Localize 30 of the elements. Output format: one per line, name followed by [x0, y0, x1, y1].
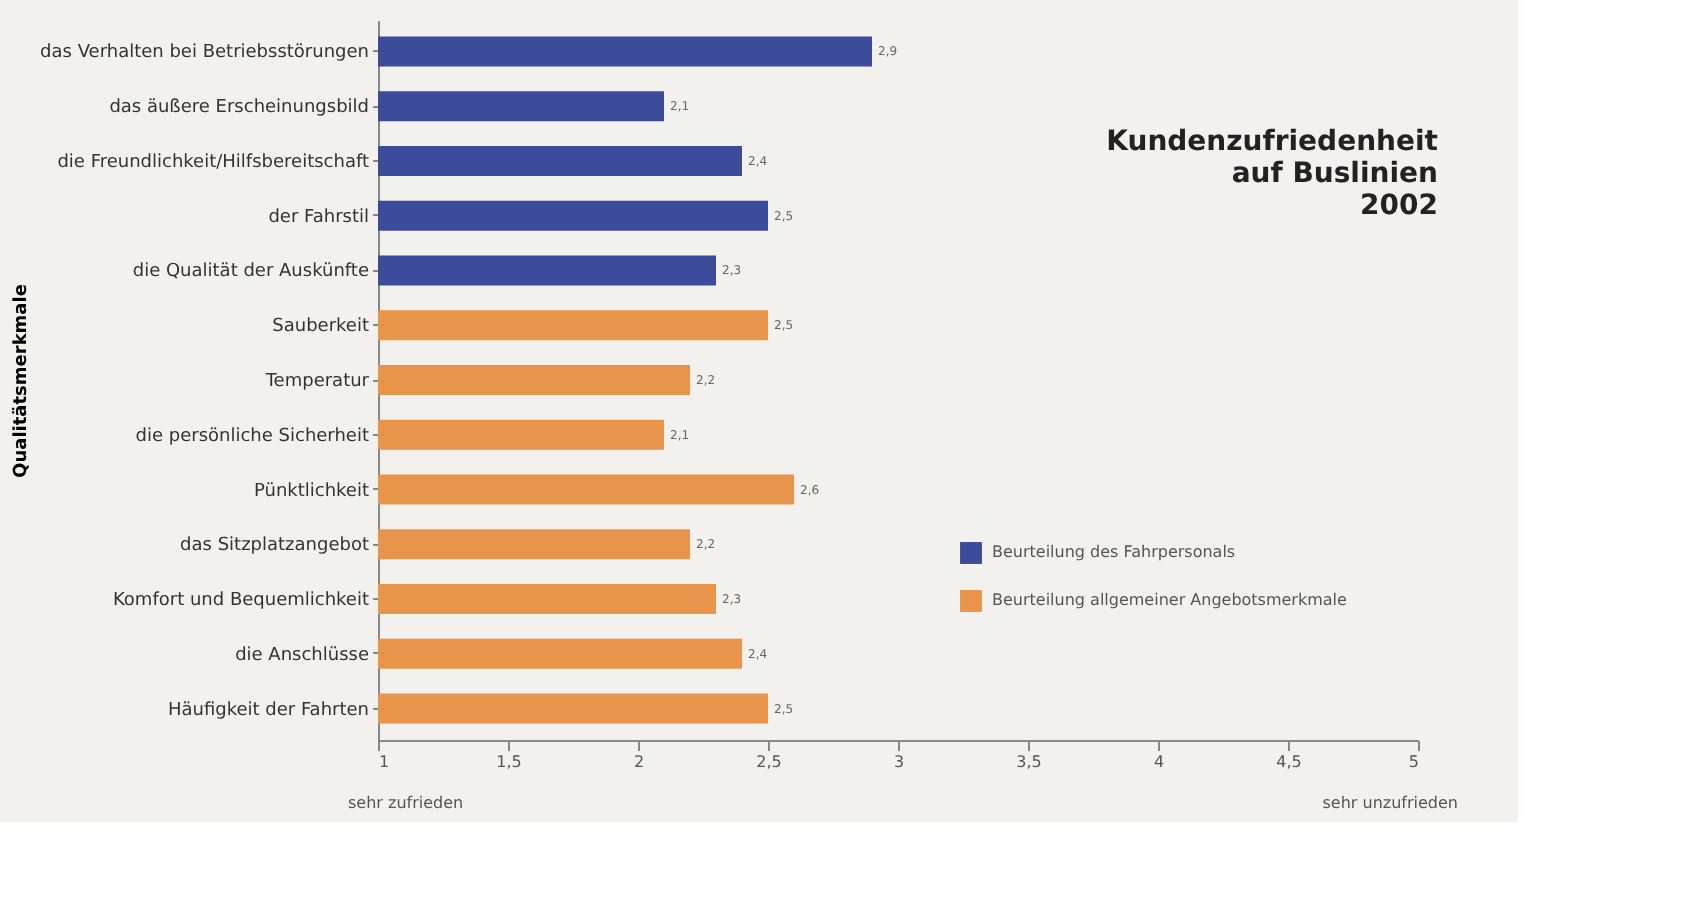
y-tick-label: die Qualität der Auskünfte	[132, 262, 370, 283]
text: 2002	[1360, 190, 1438, 222]
y-tick-label: das äußere Erscheinungsbild	[109, 98, 369, 119]
y-tick-label: der Fahrstil	[268, 207, 369, 228]
x-tick-label: 2,5	[756, 753, 782, 771]
x-tick-label: 5	[1408, 753, 1419, 771]
y-tick-label: die Anschlüsse	[235, 645, 370, 666]
legend-label: Beurteilung des Fahrpersonals	[992, 543, 1236, 561]
y-tick-label: Komfort und Bequemlichkeit	[112, 591, 370, 612]
x-tick-label: 4	[1153, 753, 1165, 771]
legend-label: Beurteilung allgemeiner Angebotsmerkmale	[992, 591, 1348, 609]
y-tick-label: das Verhalten bei Betriebsstörungen	[40, 43, 369, 64]
x-tick-label: 3,5	[1016, 753, 1042, 771]
y-tick-label: Häufigkeit der Fahrten	[167, 700, 369, 721]
x-tick-label: 1,5	[496, 753, 522, 771]
y-tick-label: Temperatur	[263, 372, 370, 392]
x-tick-label: 4,5	[1276, 753, 1302, 771]
text: sehr unzufrieden	[1322, 794, 1458, 812]
text: auf Buslinien	[1231, 158, 1438, 190]
x-tick-label: 1	[379, 753, 390, 771]
text: Kundenzufriedenheit	[1106, 126, 1438, 158]
y-tick-label: Sauberkeit	[272, 317, 370, 338]
y-tick-label: das Sitzplatzangebot	[180, 536, 370, 557]
y-tick-label: die Freundlichkeit/Hilfsbereitschaft	[57, 152, 370, 173]
text: sehr zufrieden	[348, 794, 464, 812]
y-tick-label: die persönliche Sicherheit	[135, 426, 370, 447]
y-tick-label: Pünktlichkeit	[253, 481, 370, 502]
x-tick-label: 2	[633, 753, 645, 771]
y-axis-title: Qualitätsmerkmale	[12, 284, 33, 478]
x-tick-label: 3	[893, 753, 905, 771]
